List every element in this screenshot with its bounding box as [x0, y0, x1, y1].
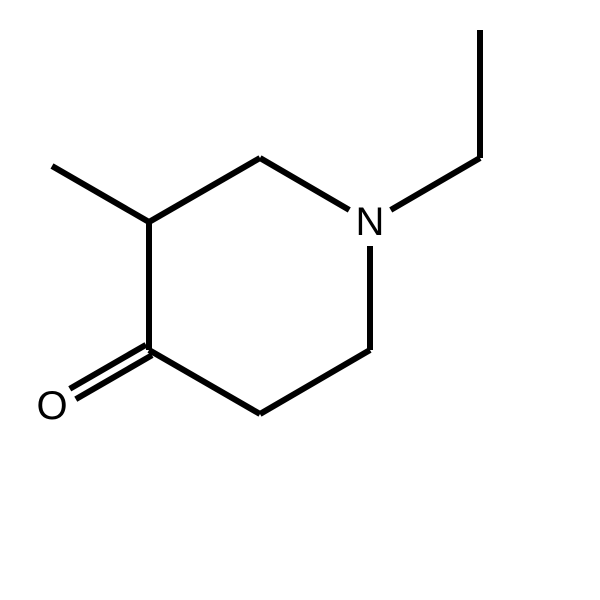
atom-label: O — [36, 384, 67, 428]
atom-label: N — [356, 200, 385, 244]
molecule-diagram: NO — [0, 0, 600, 600]
